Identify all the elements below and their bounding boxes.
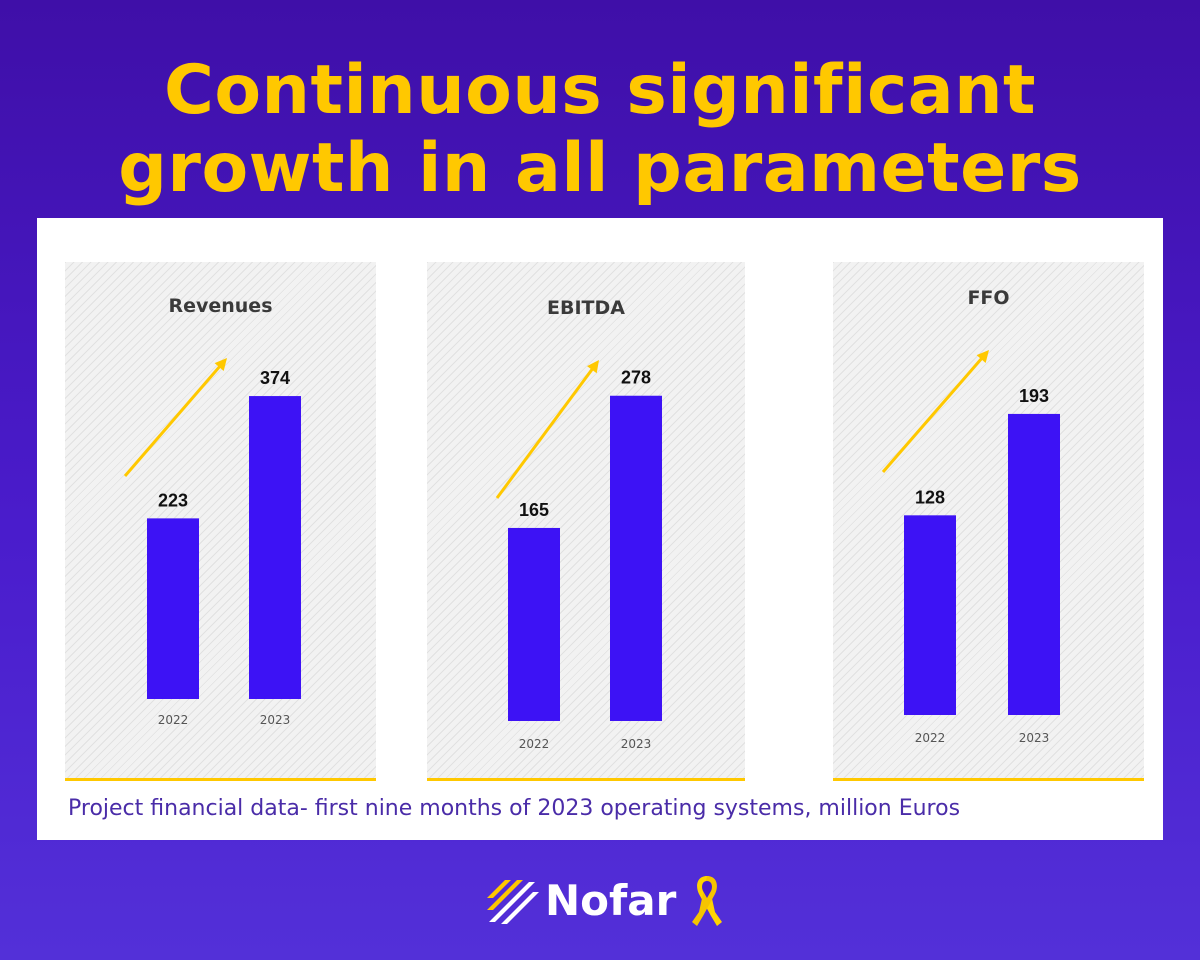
headline: Continuous significant growth in all par… — [0, 52, 1200, 208]
headline-line-1: Continuous significant — [163, 51, 1037, 130]
data-label-2022: 223 — [158, 490, 188, 510]
bar-2022 — [147, 518, 199, 699]
data-label-2022: 128 — [915, 487, 945, 507]
x-tick-label-2023: 2023 — [621, 737, 652, 751]
chart-ffo-svg: FFO 128 2022 193 2023 — [881, 287, 1060, 745]
trend-arrow-line — [495, 365, 596, 499]
chart-title: Revenues — [168, 295, 272, 317]
bar-2023 — [249, 396, 301, 699]
x-tick-label-2022: 2022 — [158, 713, 189, 727]
chart-ebitda: EBITDA 165 2022 278 2023 — [427, 262, 745, 781]
bar-2023 — [610, 395, 662, 721]
data-label-2022: 165 — [519, 500, 549, 520]
x-tick-label-2022: 2022 — [519, 737, 550, 751]
slash-stripes-icon — [487, 880, 539, 924]
x-tick-label-2023: 2023 — [1019, 731, 1050, 745]
trend-arrow-head — [587, 360, 599, 374]
chart-revenues: Revenues 223 2022 374 2023 — [65, 262, 376, 781]
chart-caption: Project financial data- first nine month… — [68, 796, 961, 821]
chart-ebitda-svg: EBITDA 165 2022 278 2023 — [495, 297, 662, 751]
bar-2022 — [904, 515, 956, 715]
bar-2022 — [508, 527, 560, 721]
chart-title: EBITDA — [547, 297, 625, 319]
trend-arrow-head — [214, 358, 227, 372]
data-label-2023: 374 — [260, 368, 290, 388]
nofar-logo: Nofar — [483, 868, 733, 934]
x-tick-label-2023: 2023 — [260, 713, 291, 727]
chart-ffo: FFO 128 2022 193 2023 — [833, 262, 1144, 781]
yellow-ribbon-icon — [692, 876, 722, 926]
x-tick-label-2022: 2022 — [915, 731, 946, 745]
bar-2023 — [1008, 413, 1060, 715]
data-label-2023: 193 — [1019, 386, 1049, 406]
headline-line-2: growth in all parameters — [118, 129, 1082, 208]
logo-wordmark: Nofar — [545, 876, 677, 925]
trend-arrow-line — [881, 355, 985, 473]
trend-arrow-line — [123, 363, 223, 477]
chart-title: FFO — [967, 287, 1009, 309]
chart-revenues-svg: Revenues 223 2022 374 2023 — [123, 295, 301, 727]
data-label-2023: 278 — [621, 368, 651, 388]
trend-arrow-head — [976, 350, 989, 363]
